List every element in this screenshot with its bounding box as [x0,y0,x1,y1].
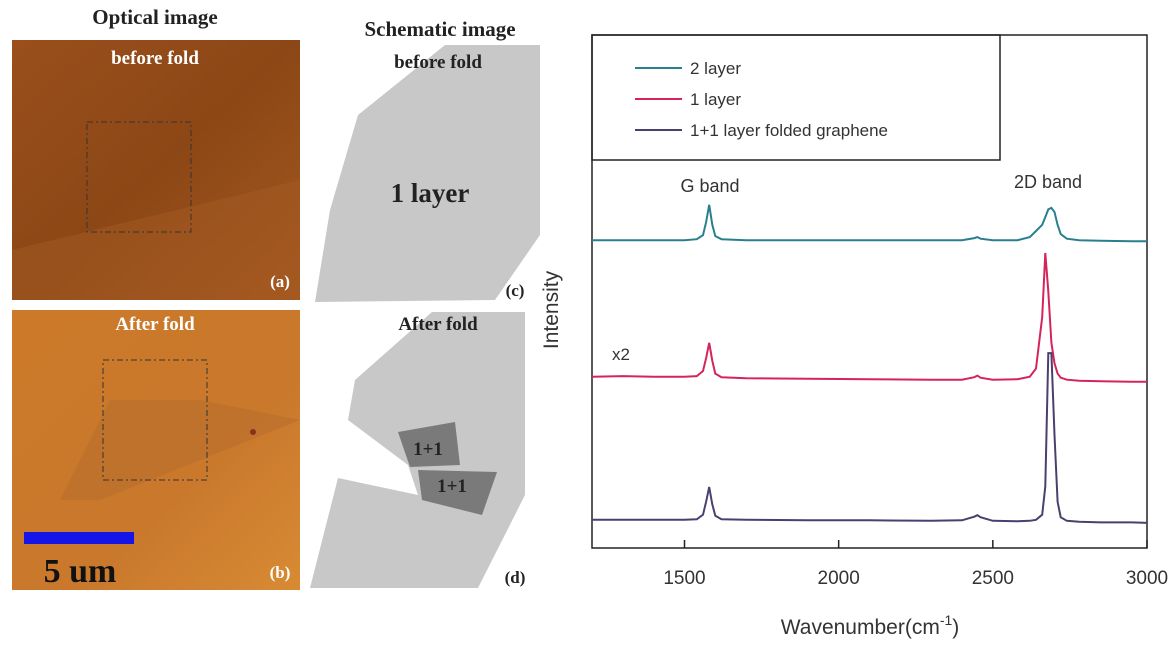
panel-label: (d) [505,568,526,587]
layer-shape [315,45,540,302]
fold-patch [418,470,497,515]
panel-subtitle: before fold [394,52,482,73]
legend-label: 1 layer [690,90,741,109]
layer-label: 1+1 [413,439,443,460]
fold-patch [398,422,460,467]
region-box [102,359,208,481]
x-axis-label: Wavenumber(cm-1) [781,612,960,639]
layer-label: 1 layer [391,178,470,208]
x-axis-label-sup: -1 [940,612,953,628]
x-tick-label: 1500 [663,568,705,589]
x-axis-label-text: ) [952,616,959,639]
panel-title: Optical image [92,5,217,29]
plot-frame [591,34,1148,549]
legend-label: 1+1 layer folded graphene [690,121,888,140]
spectrum-line [592,204,1147,243]
spot [250,429,256,435]
scale-bar [24,532,134,544]
panel-subtitle: After fold [115,314,195,335]
region-box [86,121,192,233]
spectrum-line [591,252,1147,383]
panel-title: Schematic image [364,17,515,41]
flake-shade [12,180,300,300]
annotation: x2 [612,345,630,364]
panel-label: (b) [270,563,291,582]
x-axis-label-text: Wavenumber(cm [781,616,940,639]
x-tick-label: 3000 [1126,568,1168,589]
annotation: G band [680,176,739,196]
annotation: 2D band [1014,172,1082,192]
legend-box [591,34,1001,161]
legend-label: 2 layer [690,59,741,78]
x-tick-label: 2000 [818,568,860,589]
y-axis-label: Intensity [540,270,563,349]
panel-label: (a) [270,272,290,291]
spectrum-line [592,352,1148,524]
panel-label: (c) [506,281,525,300]
x-tick-label: 2500 [972,568,1014,589]
panel-subtitle: before fold [111,48,199,69]
scale-label: 5 um [44,553,117,590]
flake-shade [60,400,300,500]
panel-subtitle: After fold [398,314,478,335]
layer-label: 1+1 [437,476,467,497]
